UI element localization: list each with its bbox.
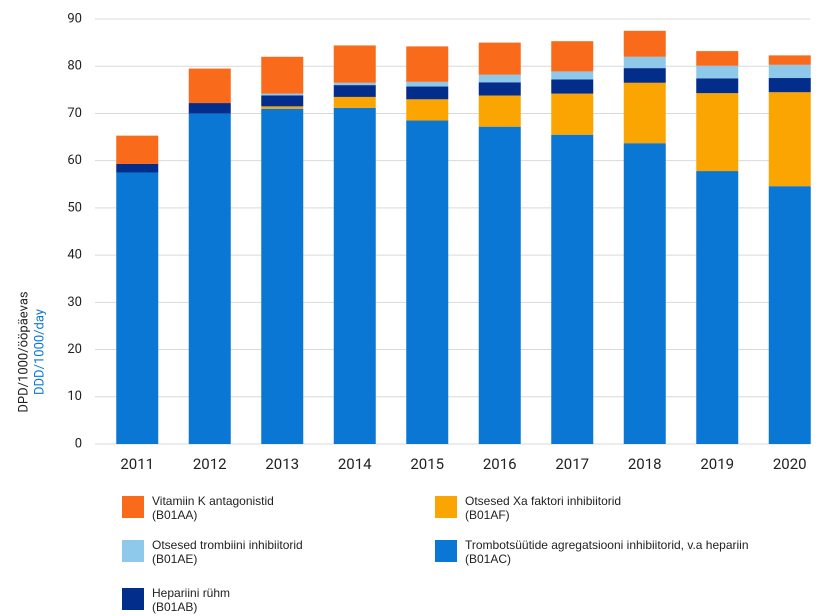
bar-segment [551, 93, 594, 135]
y-tick-label: 10 [67, 389, 82, 404]
bar-segment [623, 68, 666, 83]
x-tick-label: 2016 [483, 455, 517, 473]
bar-segment [551, 134, 594, 444]
bar-segment [406, 120, 449, 445]
bar-segment [116, 163, 159, 173]
bar-segment [333, 96, 376, 108]
bar-segment [551, 71, 594, 80]
y-tick-label: 70 [67, 106, 82, 121]
bar-segment [623, 56, 666, 69]
legend-swatch [122, 496, 144, 518]
bar-segment [623, 143, 666, 444]
legend-swatch [122, 588, 144, 610]
bar-segment [696, 171, 739, 445]
legend-label: Vitamiin K antagonistid (B01AA) [152, 494, 274, 522]
bar-segment [261, 93, 304, 96]
y-label: DPD/1000/ööpäevas [16, 291, 31, 412]
y-tick-label: 90 [67, 11, 82, 26]
bar-segment [478, 42, 521, 75]
bar-segment [696, 78, 739, 94]
y-label-en: DDD/1000/day [32, 309, 47, 395]
bar-segment [406, 81, 449, 87]
bar-segment [696, 65, 739, 79]
x-tick-label: 2014 [338, 455, 372, 473]
bar-segment [333, 107, 376, 445]
x-tick-label: 2012 [193, 455, 227, 473]
bar-segment [261, 106, 304, 109]
y-tick-label: 60 [67, 153, 82, 168]
x-tick-label: 2013 [265, 455, 299, 473]
bar-segment [406, 86, 449, 100]
legend-label: Otsesed trombiini inhibiitorid (B01AE) [152, 538, 303, 566]
bar-segment [768, 92, 811, 187]
bar-segment [333, 85, 376, 97]
bar-segment [768, 55, 811, 65]
bar-segment [478, 126, 521, 445]
bar-segment [768, 64, 811, 79]
y-tick-label: 50 [67, 200, 82, 215]
bar-segment [696, 93, 739, 172]
bar-segment [333, 45, 376, 83]
bar-segment [623, 30, 666, 57]
x-tick-label: 2018 [628, 455, 662, 473]
x-tick-label: 2020 [773, 455, 807, 473]
y-tick-label: 80 [67, 59, 82, 74]
legend-swatch [435, 540, 457, 562]
bar-segment [261, 95, 304, 107]
y-tick-label: 40 [67, 248, 82, 263]
bar-segment [116, 172, 159, 444]
bar-segment [116, 135, 159, 164]
bar-segment [188, 103, 231, 114]
bar-segment [406, 46, 449, 82]
bar-segment [188, 113, 231, 444]
x-tick-label: 2011 [120, 455, 154, 473]
x-tick-label: 2015 [410, 455, 444, 473]
y-tick-label: 30 [67, 295, 82, 310]
bar-segment [188, 68, 231, 104]
bar-segment [696, 51, 739, 66]
bar-segment [623, 82, 666, 144]
bar-segment [333, 82, 376, 86]
y-tick-label: 0 [75, 436, 82, 451]
bar-segment [261, 56, 304, 94]
bar-segment [478, 74, 521, 83]
bar-segment [261, 108, 304, 444]
bar-segment [478, 95, 521, 127]
bar-segment [551, 41, 594, 72]
x-tick-label: 2019 [700, 455, 734, 473]
bar-segment [768, 78, 811, 93]
y-tick-label: 20 [67, 342, 82, 357]
bar-segment [478, 82, 521, 96]
legend-swatch [435, 496, 457, 518]
bar-segment [768, 186, 811, 444]
y-axis-title: DPD/1000/ööpäevas DDD/1000/day [16, 291, 47, 412]
x-tick-label: 2017 [555, 455, 589, 473]
legend-label: Trombotsüütide agregatsiooni inhibiitori… [465, 538, 749, 566]
bar-segment [406, 99, 449, 121]
bar-segment [551, 79, 594, 94]
legend-label: Otsesed Xa faktori inhibiitorid (B01AF) [465, 494, 622, 522]
legend-label: Hepariini rühm (B01AB) [152, 586, 231, 614]
legend-swatch [122, 540, 144, 562]
